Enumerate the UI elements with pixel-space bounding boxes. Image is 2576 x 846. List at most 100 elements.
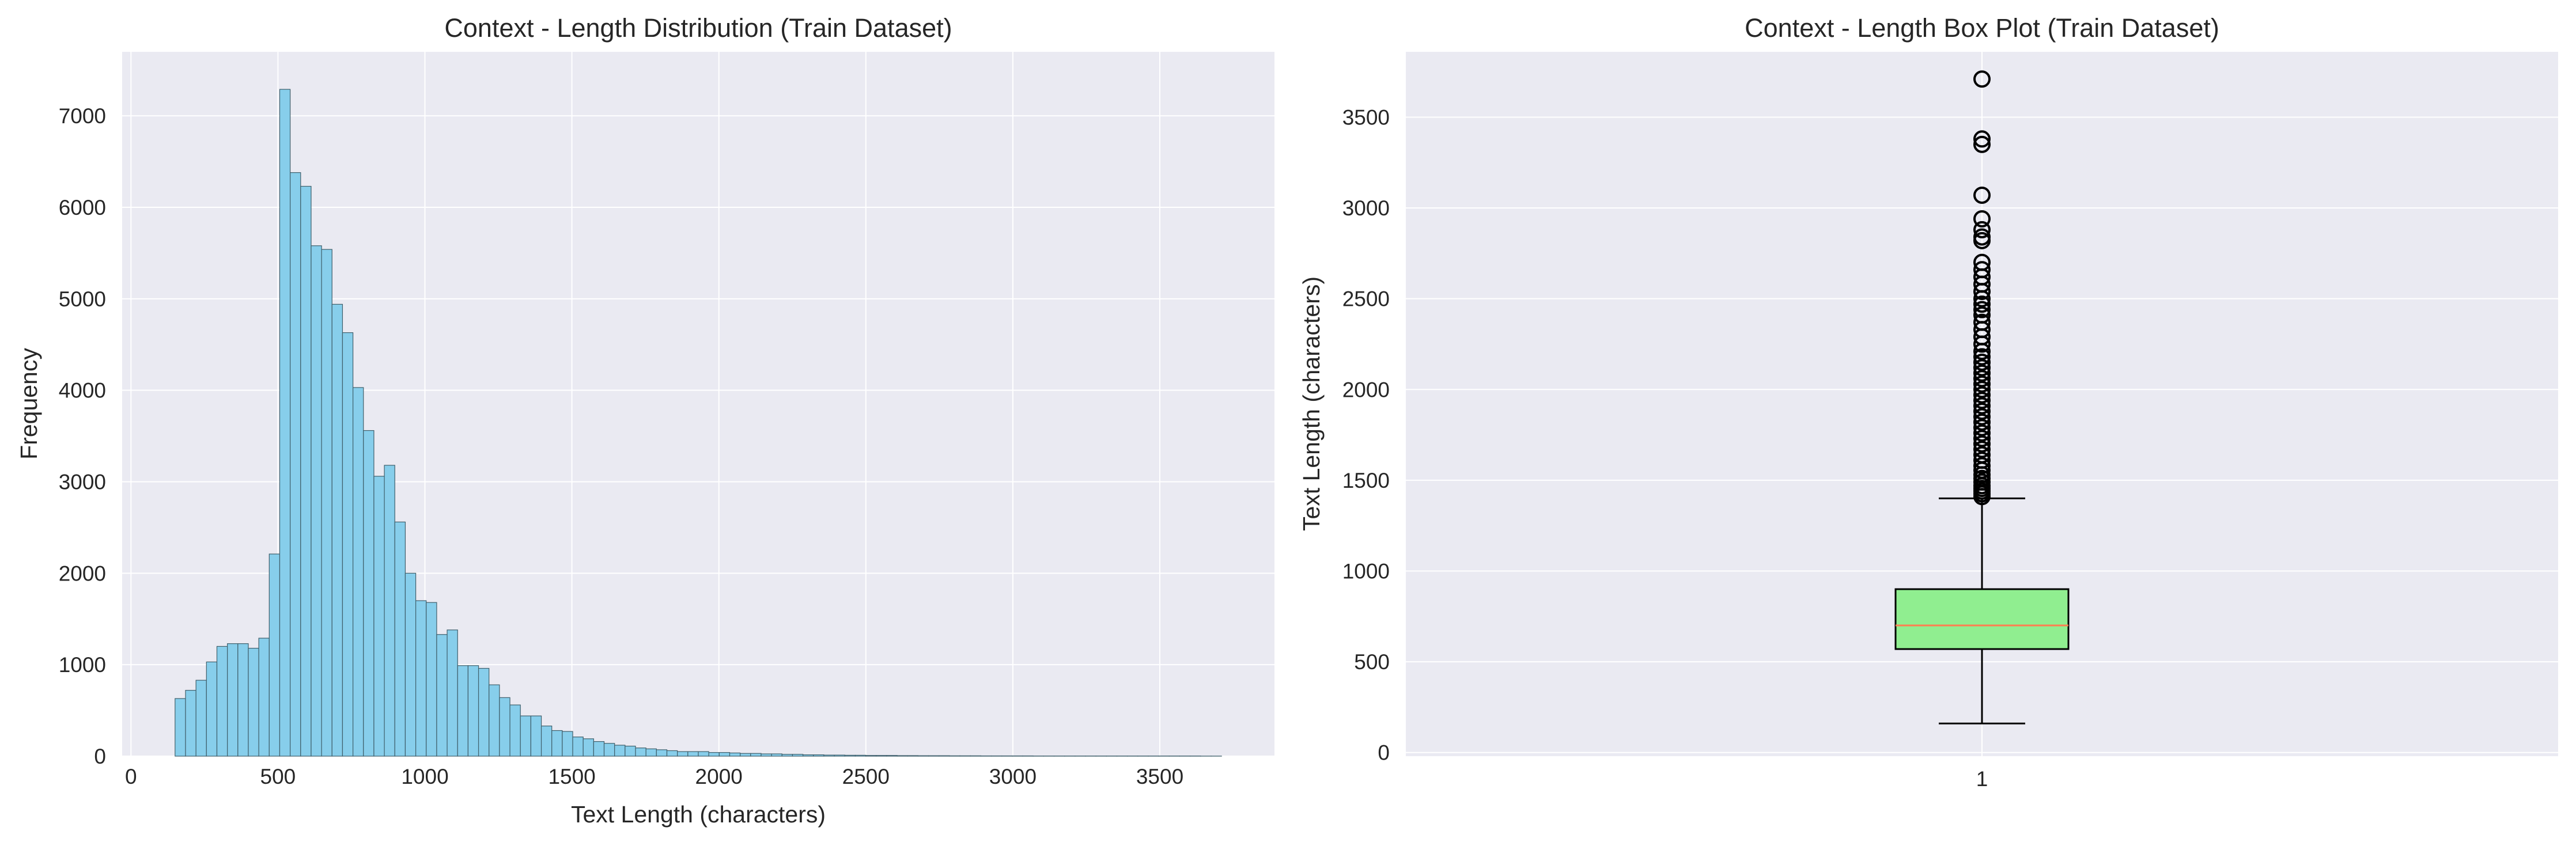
- boxplot-outlier: [1973, 413, 1991, 431]
- histogram-bar: [603, 743, 615, 757]
- histogram-x-tick-label: 500: [260, 765, 296, 788]
- histogram-bar: [572, 737, 584, 757]
- boxplot-outlier: [1973, 392, 1991, 409]
- boxplot-outlier: [1973, 295, 1991, 313]
- boxplot-outlier: [1973, 457, 1991, 475]
- boxplot-y-tick-label: 0: [1378, 741, 1390, 765]
- histogram-bar: [300, 185, 312, 757]
- boxplot-y-tick-label: 3500: [1342, 105, 1390, 129]
- boxplot-y-axis-label: Text Length (characters): [1298, 276, 1325, 531]
- histogram-y-ticks: 0 1000 2000 3000 4000 5000 6000 7000: [59, 104, 106, 768]
- histogram-bar: [206, 661, 218, 757]
- histogram-bar: [279, 89, 291, 757]
- histogram-bar: [625, 745, 636, 757]
- histogram-bar: [321, 249, 332, 757]
- boxplot-y-ticks: 0 500 1000 1500 2000 2500 3000 3500: [1342, 105, 1390, 764]
- boxplot-outliers: [1973, 70, 1991, 506]
- boxplot-y-tick-label: 2000: [1342, 378, 1390, 401]
- histogram-bar: [227, 643, 239, 757]
- histogram-bar: [844, 754, 856, 757]
- boxplot-outlier: [1973, 408, 1991, 426]
- histogram-bar: [384, 465, 395, 757]
- histogram-bar: [718, 752, 731, 757]
- histogram-x-ticks: 0 500 1000 1500 2000 2500 3000 3500: [125, 765, 1183, 788]
- histogram-bar: [834, 754, 845, 757]
- histogram-bar: [457, 665, 469, 757]
- histogram-x-tick-label: 3500: [1136, 765, 1183, 788]
- histogram-bar: [467, 665, 479, 757]
- boxplot-outlier: [1973, 430, 1991, 447]
- boxplot-outlier: [1973, 306, 1991, 324]
- boxplot-y-tick-label: 1000: [1342, 559, 1390, 583]
- boxplot-y-tick-label: 500: [1354, 650, 1390, 674]
- histogram-bar: [771, 753, 782, 757]
- histogram-bar: [823, 754, 835, 757]
- histogram-bar: [761, 753, 772, 757]
- histogram-bar: [248, 647, 259, 757]
- boxplot-outlier: [1973, 370, 1991, 388]
- histogram-bar: [258, 638, 270, 757]
- histogram-x-tick-label: 3000: [989, 765, 1037, 788]
- histogram-bar: [415, 600, 427, 757]
- histogram-x-axis-label: Text Length (characters): [571, 801, 826, 828]
- histogram-x-tick-label: 2000: [695, 765, 743, 788]
- histogram-bar: [708, 752, 720, 757]
- boxplot-title: Context - Length Box Plot (Train Dataset…: [1745, 13, 2219, 43]
- histogram-bar: [509, 704, 521, 757]
- histogram-bar: [750, 753, 762, 757]
- boxplot-outlier: [1973, 354, 1991, 371]
- histogram-bar: [677, 751, 689, 757]
- histogram-bars: [175, 89, 1222, 757]
- histogram-bar: [342, 332, 354, 757]
- boxplot-outlier: [1973, 419, 1991, 437]
- boxplot-body: [1894, 497, 2070, 724]
- histogram-bar: [792, 754, 804, 757]
- histogram-bar: [489, 684, 500, 757]
- histogram-y-tick-label: 1000: [59, 653, 106, 677]
- boxplot-outlier: [1973, 424, 1991, 442]
- boxplot-outlier: [1973, 397, 1991, 415]
- histogram-bar: [582, 738, 594, 757]
- boxplot-x-tick-label: 1: [1976, 767, 1988, 791]
- boxplot-outlier: [1973, 435, 1991, 453]
- histogram-bar: [268, 553, 281, 757]
- histogram-y-tick-label: 7000: [59, 104, 106, 128]
- boxplot-y-tick-label: 3000: [1342, 196, 1390, 220]
- boxplot-outlier: [1973, 403, 1991, 420]
- boxplot-panel: 1 0 500 1000 1500 2000 2500 3000 3500 Context -…: [1298, 13, 2558, 791]
- histogram-bar: [394, 521, 406, 757]
- boxplot-outlier: [1973, 210, 1991, 227]
- histogram-bar: [216, 646, 228, 757]
- boxplot-outlier: [1973, 348, 1991, 366]
- histogram-title: Context - Length Distribution (Train Dat…: [444, 13, 952, 43]
- histogram-bar: [478, 667, 490, 757]
- histogram-bar: [562, 731, 573, 757]
- boxplot-outlier: [1973, 70, 1991, 88]
- boxplot-outlier: [1973, 446, 1991, 464]
- boxplot-outlier: [1973, 381, 1991, 399]
- histogram-bar: [363, 430, 375, 757]
- boxplot-outlier: [1973, 253, 1991, 271]
- boxplot-outlier: [1973, 221, 1991, 238]
- histogram-bar: [195, 680, 207, 757]
- histogram-y-tick-label: 3000: [59, 471, 106, 494]
- boxplot-x-ticks: 1: [1976, 767, 1988, 791]
- histogram-bar: [854, 754, 867, 757]
- boxplot-outlier: [1973, 130, 1991, 148]
- histogram-bar: [447, 629, 458, 757]
- histogram-x-tick-label: 1000: [401, 765, 448, 788]
- histogram-bar: [353, 387, 364, 757]
- histogram-bar: [666, 750, 678, 757]
- histogram-bar: [540, 725, 553, 757]
- histogram-bar: [520, 715, 531, 757]
- boxplot-outlier: [1973, 261, 1991, 279]
- histogram-bar: [237, 643, 249, 757]
- histogram-bar: [635, 748, 646, 757]
- histogram-bar: [185, 690, 196, 757]
- histogram-y-axis-label: Frequency: [16, 348, 42, 460]
- boxplot-gridlines: [1406, 52, 2558, 756]
- boxplot-outlier: [1973, 301, 1991, 318]
- boxplot-outlier: [1973, 187, 1991, 204]
- boxplot-outlier: [1973, 441, 1991, 458]
- histogram-bar: [426, 602, 437, 757]
